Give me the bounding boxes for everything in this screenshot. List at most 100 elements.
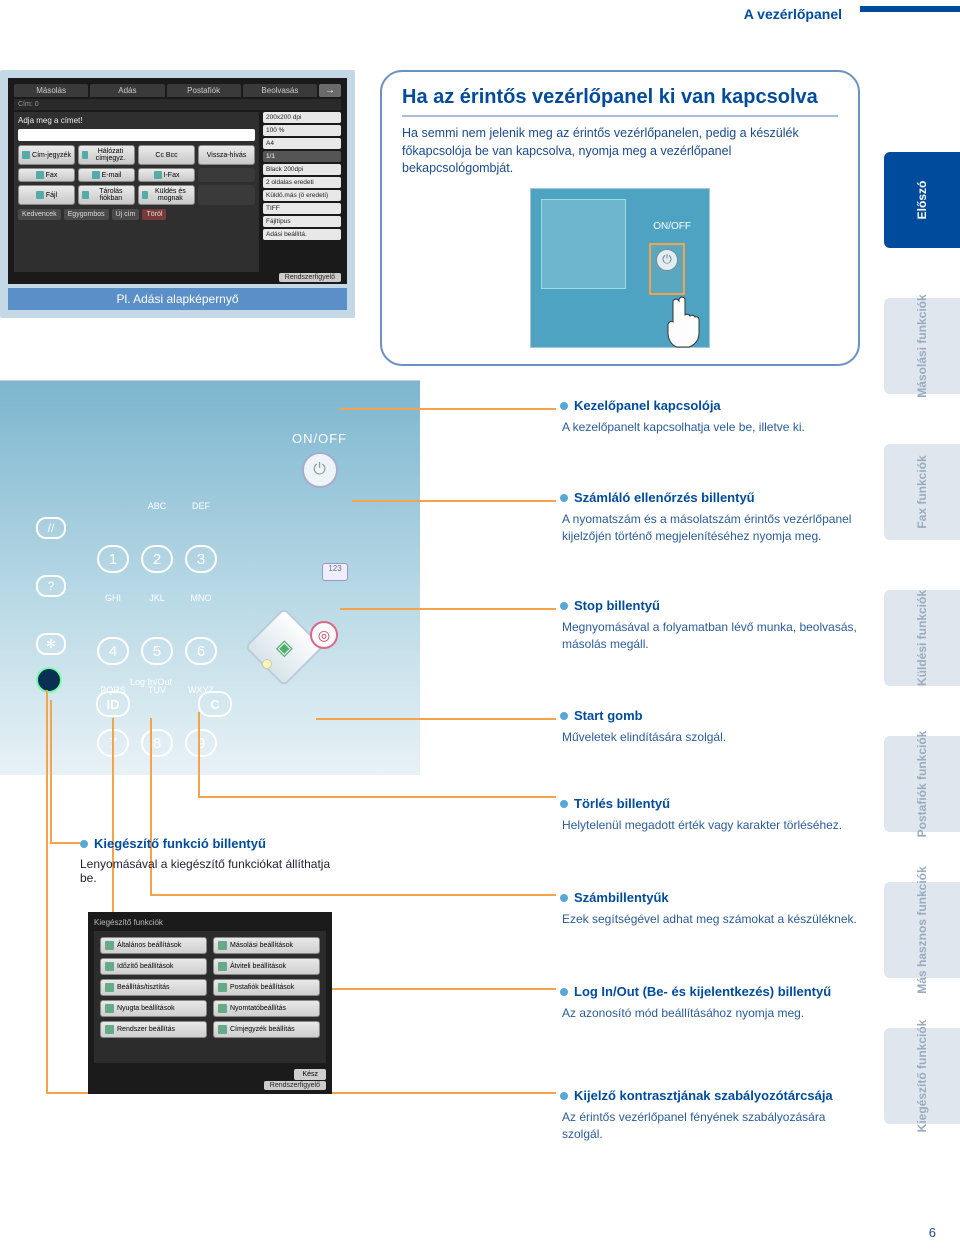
lead-line xyxy=(150,894,556,896)
ts-status-left: Cím: 0 xyxy=(18,101,39,108)
figure-caption: Pl. Adási alapképernyő xyxy=(8,288,347,310)
ts-tab-more: → xyxy=(319,84,341,97)
ls-btn-printer: Nyomtatóbeállítás xyxy=(213,1000,320,1017)
hand-icon xyxy=(663,295,703,349)
ts-btn-addressbook: Cím-jegyzék xyxy=(18,145,75,165)
addfunc-screen: Kiegészítő funkciók Általános beállításo… xyxy=(88,912,332,1094)
ts-tab-copy: Másolás xyxy=(14,84,88,97)
ts-btn-recall: Vissza-hívás xyxy=(198,145,255,165)
desc-addfunc: Kiegészítő funkció billentyű Lenyomásáva… xyxy=(80,836,350,885)
side-nav-tabs: Előszó Másolási funkciók Fax funkciók Kü… xyxy=(884,152,960,1174)
clear-key: C xyxy=(198,691,232,717)
start-button: ◈ xyxy=(244,607,323,686)
aux-key-2: ? xyxy=(36,575,66,597)
key-2: 2 xyxy=(141,545,173,573)
ts-btn-blank2 xyxy=(198,185,255,205)
key-8: 8 xyxy=(141,729,173,757)
ls-btn-receipt: Nyugta beállítások xyxy=(100,1000,207,1017)
desc-stop: Stop billentyű Megnyomásával a folyamatb… xyxy=(560,598,860,679)
lead-line xyxy=(46,690,48,1092)
key-4: 4 xyxy=(97,637,129,665)
sidetab-masolasi[interactable]: Másolási funkciók xyxy=(884,298,960,394)
send-screen-figure: Másolás Adás Postafiók Beolvasás → Cím: … xyxy=(0,70,355,318)
hw-onoff: ON/OFF ⏻ xyxy=(292,431,347,488)
desc-login: Log In/Out (Be- és kijelentkezés) billen… xyxy=(560,984,860,1048)
counter-button: 123 xyxy=(322,563,348,581)
ts-btn-email: E-mail xyxy=(78,168,135,182)
header-accent-bar xyxy=(860,6,960,12)
onoff-photo: ON/OFF ⏻ xyxy=(530,188,710,348)
aux-key-3: ✻ xyxy=(36,633,66,655)
hw-power-button: ⏻ xyxy=(302,452,338,488)
desc-panel-switch: Kezelőpanel kapcsolója A kezelőpanelt ka… xyxy=(560,398,860,462)
lead-line xyxy=(316,718,556,720)
lead-line xyxy=(50,700,52,842)
callout-heading: Ha az érintős vezérlőpanel ki van kapcso… xyxy=(402,86,838,117)
ls-close: Kész xyxy=(294,1069,326,1080)
power-button-highlight: ⏻ xyxy=(649,243,685,295)
ts-sysmonitor: Rendszerfigyelő xyxy=(279,273,341,282)
lead-line xyxy=(50,842,80,844)
id-key: ID xyxy=(96,691,130,717)
sidetab-postafiok[interactable]: Postafiók funkciók xyxy=(884,736,960,832)
ts-tab-scan: Beolvasás xyxy=(243,84,317,97)
stop-button: ◎ xyxy=(310,621,338,649)
key-3: 3 xyxy=(185,545,217,573)
touchscreen-mock: Másolás Adás Postafiók Beolvasás → Cím: … xyxy=(8,78,347,284)
desc-start: Start gomb Műveletek elindítására szolgá… xyxy=(560,708,860,772)
onoff-label: ON/OFF xyxy=(653,221,691,232)
lead-line xyxy=(352,500,556,502)
lead-line xyxy=(340,408,556,410)
ts-pill-delete: Töröl xyxy=(142,209,166,220)
page-number: 6 xyxy=(929,1225,936,1240)
ts-address-input xyxy=(18,129,255,141)
callout-body: Ha semmi nem jelenik meg az érintős vezé… xyxy=(402,125,838,178)
aux-key-1: // xyxy=(36,517,66,539)
login-label: Log In/Out xyxy=(130,677,172,687)
key-1: 1 xyxy=(97,545,129,573)
power-callout: Ha az érintős vezérlőpanel ki van kapcso… xyxy=(380,70,860,366)
ls-btn-tx: Átviteli beállítások xyxy=(213,958,320,975)
ts-btn-ifax: I-Fax xyxy=(138,168,195,182)
key-6: 6 xyxy=(185,637,217,665)
sidetab-eloszo[interactable]: Előszó xyxy=(884,152,960,248)
desc-contrast: Kijelző kontrasztjának szabályozótárcsáj… xyxy=(560,1088,860,1169)
ts-right-panel: 200x200 dpi 100 % A4 1/1 Black 200dpi 2 … xyxy=(263,112,341,272)
power-icon: ⏻ xyxy=(656,249,678,271)
lead-line xyxy=(198,712,200,796)
ts-btn-blank1 xyxy=(198,168,255,182)
ts-btn-netbook: Hálózati címjegyz. xyxy=(78,145,135,165)
left-aux-keys: // ? ✻ xyxy=(36,517,66,655)
ts-btn-store: Tárolás fiókban xyxy=(78,185,135,205)
ts-btn-sendto: Küldés és mognak xyxy=(138,185,195,205)
hw-id-row: Log In/Out ID C xyxy=(96,691,232,717)
lead-line xyxy=(340,608,556,610)
desc-counter: Számláló ellenőrzés billentyű A nyomatsz… xyxy=(560,490,860,571)
ls-btn-copy: Másolási beállítások xyxy=(213,937,320,954)
ls-sysmonitor: Rendszerfigyelő xyxy=(264,1081,326,1090)
ts-prompt: Adja meg a címet! xyxy=(18,116,255,125)
desc-numkeys: Számbillentyűk Ezek segítségével adhat m… xyxy=(560,890,860,954)
ls-btn-timer: Időzítő beállítások xyxy=(100,958,207,975)
ls-btn-general: Általános beállítások xyxy=(100,937,207,954)
ts-pill-onetouch: Egygombos xyxy=(64,209,109,220)
sidetab-mas[interactable]: Más hasznos funkciók xyxy=(884,882,960,978)
ls-btn-mailbox: Postafiók beállítások xyxy=(213,979,320,996)
hardware-panel: ON/OFF ⏻ ABC DEF 1 2 3 GHI JKL MNO 4 5 6… xyxy=(0,380,420,775)
ts-pill-fav: Kedvencek xyxy=(18,209,61,220)
ts-btn-fax: Fax xyxy=(18,168,75,182)
sidetab-kuldesi[interactable]: Küldési funkciók xyxy=(884,590,960,686)
ts-pill-newaddr: Új cím xyxy=(112,209,140,220)
ls-btn-addrbook: Címjegyzék beállítás xyxy=(213,1021,320,1038)
ls-btn-system: Rendszer beállítás xyxy=(100,1021,207,1038)
desc-clear: Törlés billentyű Helytelenül megadott ér… xyxy=(560,796,860,860)
ts-btn-file: Fájl xyxy=(18,185,75,205)
lead-line xyxy=(198,796,556,798)
ts-tab-send: Adás xyxy=(90,84,164,97)
sidetab-kiegeszito[interactable]: Kiegészítő funkciók xyxy=(884,1028,960,1124)
page-header-title: A vezérlőpanel xyxy=(744,6,842,22)
addfunc-title: Kiegészítő funkciók xyxy=(94,918,326,927)
sidetab-fax[interactable]: Fax funkciók xyxy=(884,444,960,540)
ts-tab-mailbox: Postafiók xyxy=(167,84,241,97)
status-led xyxy=(262,659,272,669)
